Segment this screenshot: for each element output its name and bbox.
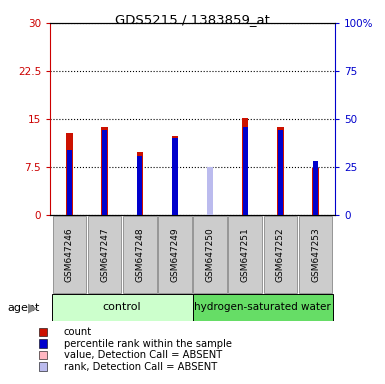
Bar <box>67 150 72 215</box>
Bar <box>313 161 318 215</box>
Text: GSM647249: GSM647249 <box>171 227 179 282</box>
Text: percentile rank within the sample: percentile rank within the sample <box>64 339 231 349</box>
Bar <box>313 168 319 215</box>
Bar <box>158 216 192 293</box>
Bar <box>299 216 333 293</box>
Text: rank, Detection Call = ABSENT: rank, Detection Call = ABSENT <box>64 362 217 372</box>
Bar <box>228 216 262 293</box>
Text: GDS5215 / 1383859_at: GDS5215 / 1383859_at <box>115 13 270 26</box>
Text: GSM647246: GSM647246 <box>65 227 74 282</box>
Text: agent: agent <box>8 303 40 313</box>
Bar <box>243 127 248 215</box>
Bar <box>102 130 107 215</box>
Bar <box>66 133 72 215</box>
Text: GSM647252: GSM647252 <box>276 227 285 282</box>
Bar <box>88 216 121 293</box>
Bar <box>52 294 192 321</box>
Text: control: control <box>103 302 141 312</box>
Bar <box>52 216 86 293</box>
Bar <box>123 216 157 293</box>
Bar <box>172 138 177 215</box>
Bar <box>137 152 143 215</box>
Bar <box>101 127 108 215</box>
Bar <box>278 130 283 215</box>
Text: value, Detection Call = ABSENT: value, Detection Call = ABSENT <box>64 350 222 360</box>
Text: count: count <box>64 327 92 337</box>
Bar <box>277 127 284 215</box>
Bar <box>207 182 213 215</box>
Bar <box>208 167 213 215</box>
Bar <box>137 156 142 215</box>
Bar <box>242 118 248 215</box>
Text: GSM647250: GSM647250 <box>206 227 214 282</box>
Text: GSM647247: GSM647247 <box>100 227 109 282</box>
Text: hydrogen-saturated water: hydrogen-saturated water <box>194 302 331 312</box>
Text: ▶: ▶ <box>28 301 37 314</box>
Bar <box>264 216 297 293</box>
Bar <box>172 136 178 215</box>
Bar <box>192 294 333 321</box>
Bar <box>193 216 227 293</box>
Text: GSM647251: GSM647251 <box>241 227 250 282</box>
Text: GSM647253: GSM647253 <box>311 227 320 282</box>
Text: GSM647248: GSM647248 <box>135 227 144 282</box>
